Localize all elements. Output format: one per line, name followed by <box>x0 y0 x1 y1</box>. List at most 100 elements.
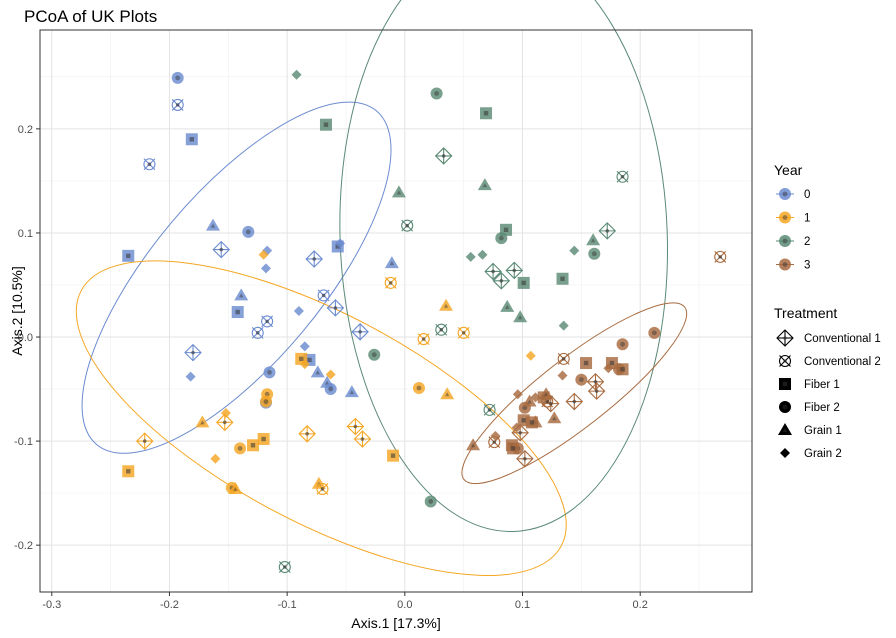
x-axis-title: Axis.1 [17.3%] <box>351 615 441 631</box>
point-conv2-year-1 <box>316 482 329 496</box>
grid-lines <box>40 30 752 592</box>
point-fiber1-year-2 <box>319 118 332 131</box>
point-conv1-year-0 <box>212 240 231 259</box>
treatment-legend-label: Conventional 1 <box>804 333 881 345</box>
plot-panel <box>39 0 753 593</box>
treatment-legend-item: Grain 2 <box>780 448 842 460</box>
legend-symbol-fiber1 <box>779 378 791 390</box>
point-conv2-year-2 <box>435 323 448 336</box>
point-fiber1-year-2 <box>480 107 493 120</box>
point-grain1-year-2 <box>586 233 601 246</box>
ellipse-year-0 <box>81 101 392 454</box>
point-conv1-year-3 <box>565 392 584 411</box>
point-fiber1-year-2 <box>500 223 513 236</box>
point-fiber2-year-0 <box>171 71 184 84</box>
treatment-legend-item: Fiber 1 <box>779 378 840 391</box>
treatment-legend: Treatment Conventional 1 Conventional 2 Fi… <box>774 305 881 460</box>
point-fiber2-year-3 <box>616 338 629 351</box>
point-conv2-year-0 <box>251 326 264 339</box>
point-fiber1-year-1 <box>122 465 135 478</box>
treatment-legend-label: Fiber 2 <box>804 402 840 414</box>
point-conv1-year-1 <box>346 417 365 436</box>
plot-border <box>39 29 753 593</box>
point-grain2-year-0 <box>260 263 271 274</box>
point-conv1-year-3 <box>587 382 606 400</box>
point-fiber1-year-2 <box>556 272 569 285</box>
point-fiber1-year-1 <box>247 439 260 452</box>
point-grain2-year-3 <box>557 370 568 381</box>
point-grain1-year-2 <box>477 178 492 191</box>
point-grain1-year-0 <box>205 218 220 231</box>
y-tick-label: -0.1 <box>14 436 33 448</box>
point-grain2-year-2 <box>569 245 580 256</box>
point-fiber1-year-0 <box>231 306 244 319</box>
point-fiber1-year-0 <box>185 133 198 146</box>
point-fiber2-year-1 <box>259 395 272 408</box>
point-fiber1-year-3 <box>507 442 520 455</box>
ellipse-year-1 <box>75 260 567 576</box>
treatment-legend-label: Fiber 1 <box>804 379 840 391</box>
point-conv2-year-3 <box>488 436 501 449</box>
point-fiber1-year-2 <box>517 276 530 289</box>
point-grain2-year-2 <box>477 249 488 260</box>
point-grain2-year-2 <box>291 69 302 80</box>
year-legend-label: 2 <box>804 236 810 248</box>
point-grain2-year-0 <box>299 341 310 352</box>
point-fiber2-year-2 <box>368 348 381 361</box>
point-grain2-year-3 <box>603 363 614 374</box>
point-fiber1-year-3 <box>616 363 629 376</box>
point-conv2-year-2 <box>616 170 629 183</box>
point-conv2-year-2 <box>483 403 496 416</box>
point-grain2-year-1 <box>325 369 336 380</box>
y-tick-label: 0.1 <box>18 228 33 240</box>
point-conv2-year-1 <box>417 333 430 346</box>
point-fiber2-year-2 <box>424 495 437 508</box>
legend-symbol-conv1 <box>776 329 794 347</box>
point-conv2-year-1 <box>384 276 397 289</box>
treatment-legend-item: Conventional 1 <box>776 329 881 347</box>
year-legend-item: 3 <box>776 258 810 272</box>
point-grain2-year-1 <box>525 350 536 361</box>
point-fiber2-year-3 <box>575 373 588 386</box>
point-grain1-year-3 <box>466 438 481 451</box>
point-conv2-year-3 <box>557 352 570 365</box>
legend-symbol-grain1 <box>778 423 792 435</box>
point-conv1-year-2 <box>434 147 453 165</box>
point-conv2-year-0 <box>261 315 274 328</box>
treatment-legend-item: Grain 1 <box>778 423 842 437</box>
point-grain1-year-3 <box>522 394 537 407</box>
year-legend-item: 0 <box>776 188 810 201</box>
point-fiber1-year-3 <box>580 357 593 370</box>
point-conv2-year-2 <box>278 560 291 574</box>
legend-symbol-grain2 <box>780 448 790 458</box>
point-grain1-year-2 <box>513 310 528 323</box>
legend-symbol-conv2 <box>778 354 792 368</box>
point-conv1-year-2 <box>492 272 511 290</box>
point-grain2-year-1 <box>258 249 269 260</box>
point-grain1-year-0 <box>384 256 399 269</box>
year-legend-item: 1 <box>776 211 810 225</box>
point-conv1-year-0 <box>305 250 323 268</box>
y-tick-label: 0.2 <box>18 124 33 136</box>
point-grain1-year-1 <box>439 298 454 311</box>
chart-title: PCoA of UK Plots <box>24 7 157 26</box>
x-tick-label: -0.3 <box>42 599 61 611</box>
point-fiber2-year-0 <box>324 383 337 396</box>
year-legend: Year 0 1 2 3 <box>774 162 810 272</box>
point-fiber2-year-3 <box>648 326 661 339</box>
point-grain1-year-1 <box>440 387 455 400</box>
point-conv1-year-3 <box>541 394 560 413</box>
treatment-legend-label: Grain 1 <box>804 425 842 437</box>
point-fiber1-year-1 <box>257 433 270 446</box>
point-conv1-year-0 <box>351 323 369 341</box>
point-grain1-year-0 <box>234 288 249 301</box>
point-conv1-year-2 <box>598 222 617 240</box>
year-legend-item: 2 <box>776 235 810 248</box>
point-conv1-year-1 <box>135 432 154 450</box>
y-axis-title: Axis.2 [10.5%] <box>9 266 25 356</box>
point-grain1-year-2 <box>391 185 406 198</box>
point-grain2-year-2 <box>465 251 476 262</box>
point-fiber2-year-2 <box>430 87 443 100</box>
point-grain1-year-0 <box>310 365 325 378</box>
